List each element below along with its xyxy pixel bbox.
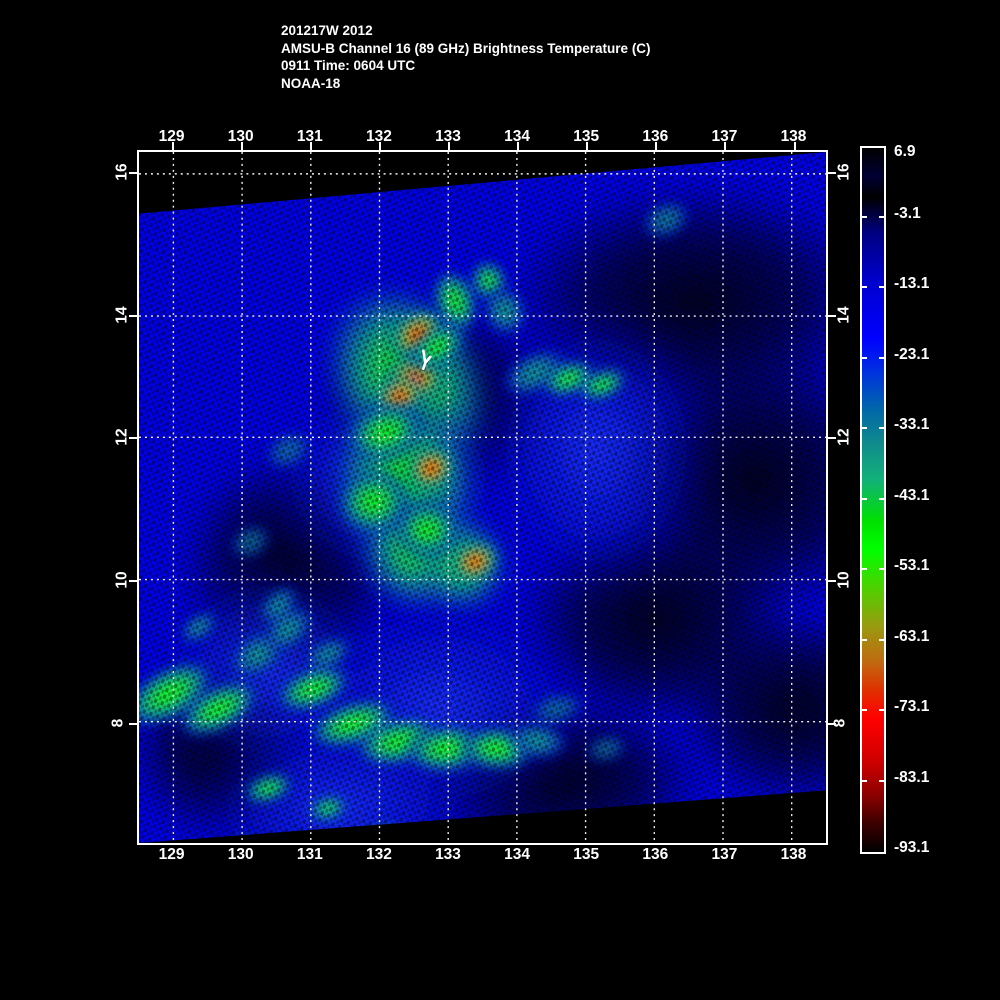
colorbar-tick--23.1: [862, 357, 867, 359]
brightness-temperature-map[interactable]: [137, 150, 828, 845]
colorbar-label--73.1: -73.1: [894, 698, 930, 715]
colorbar-gradient: [862, 148, 884, 852]
colorbar[interactable]: [860, 146, 886, 854]
title-line-satellite: NOAA-18: [281, 75, 341, 91]
tick-right-14: [828, 315, 836, 317]
tick-top-133: [448, 142, 450, 150]
heatmap-canvas: [139, 152, 826, 843]
colorbar-label--93.1: -93.1: [894, 839, 930, 856]
x-axis-tick-top-130: 130: [227, 128, 254, 145]
x-axis-tick-top-138: 138: [780, 128, 807, 145]
x-axis-tick-top-132: 132: [365, 128, 392, 145]
colorbar-tick-r--23.1: [879, 357, 884, 359]
tick-right-12: [828, 437, 836, 439]
tick-top-136: [655, 142, 658, 150]
x-axis-tick-bottom-138: 138: [780, 846, 807, 863]
colorbar-tick-r--83.1: [879, 780, 884, 782]
x-axis-tick-top-129: 129: [158, 128, 185, 145]
x-axis-tick-top-137: 137: [711, 128, 738, 145]
tick-left-10: [129, 580, 137, 582]
tick-top-130: [240, 142, 243, 150]
tick-top-137: [724, 142, 727, 150]
colorbar-tick--53.1: [862, 568, 867, 570]
x-axis-tick-top-136: 136: [642, 128, 669, 145]
tick-top-129: [171, 142, 174, 150]
colorbar-tick-r--63.1: [879, 639, 884, 641]
colorbar-tick-r--53.1: [879, 568, 884, 570]
colorbar-tick--33.1: [862, 427, 867, 429]
grid-lines: [139, 152, 826, 843]
x-axis-tick-bottom-130: 130: [227, 846, 254, 863]
y-axis-tick-right-10: 10: [835, 571, 853, 589]
x-axis-tick-top-133: 133: [435, 128, 461, 145]
colorbar-tick-r--33.1: [879, 427, 884, 429]
colorbar-label--63.1: -63.1: [894, 628, 930, 645]
colorbar-label--53.1: -53.1: [894, 557, 930, 574]
tick-left-8: [129, 723, 137, 725]
colorbar-label--3.1: -3.1: [894, 205, 921, 222]
colorbar-tick-r--73.1: [879, 709, 884, 711]
tick-right-16: [828, 172, 836, 174]
colorbar-tick--13.1: [862, 286, 867, 288]
colorbar-tick-r--13.1: [879, 286, 884, 288]
tick-left-12: [129, 437, 137, 439]
x-axis-tick-top-134: 134: [504, 128, 531, 145]
y-axis-tick-right-14: 14: [835, 306, 853, 324]
title-line-time: 0911 Time: 0604 UTC: [281, 58, 416, 73]
tick-right-10: [828, 580, 836, 582]
tick-top-134: [517, 142, 520, 150]
colorbar-label--43.1: -43.1: [894, 487, 930, 504]
colorbar-tick--83.1: [862, 780, 867, 782]
tick-left-14: [129, 315, 137, 317]
tick-top-132: [378, 142, 381, 150]
x-axis-tick-bottom-129: 129: [158, 846, 185, 863]
x-axis-tick-bottom-137: 137: [711, 846, 738, 863]
scan-line-texture: [139, 152, 826, 843]
storm-center-marker: [422, 349, 432, 371]
colorbar-tick--63.1: [862, 639, 867, 641]
colorbar-label--83.1: -83.1: [894, 769, 930, 786]
colorbar-tick-r--3.1: [879, 216, 884, 218]
x-axis-tick-top-131: 131: [296, 128, 323, 145]
x-axis-tick-bottom-132: 132: [365, 846, 392, 863]
tick-top-131: [309, 142, 312, 150]
colorbar-label--33.1: -33.1: [894, 416, 930, 433]
x-axis-tick-bottom-131: 131: [296, 846, 323, 863]
tick-left-16: [129, 172, 137, 174]
tick-top-138: [793, 142, 796, 150]
tick-right-8: [828, 723, 836, 725]
colorbar-tick--3.1: [862, 216, 867, 218]
x-axis-tick-bottom-135: 135: [573, 846, 600, 863]
tick-top-135: [586, 142, 589, 150]
colorbar-tick--43.1: [862, 498, 867, 500]
satellite-swath: [139, 152, 826, 843]
colorbar-label-6.9: 6.9: [894, 143, 916, 160]
x-axis-tick-bottom-133: 133: [435, 846, 461, 863]
y-axis-tick-right-12: 12: [835, 428, 853, 446]
title-block: 201217W 2012 AMSU-B Channel 16 (89 GHz) …: [281, 22, 651, 92]
title-line-product: AMSU-B Channel 16 (89 GHz) Brightness Te…: [281, 40, 651, 56]
colorbar-label--23.1: -23.1: [894, 346, 930, 363]
x-axis-tick-bottom-134: 134: [504, 846, 531, 863]
x-axis-tick-bottom-136: 136: [642, 846, 669, 863]
y-axis-tick-right-16: 16: [835, 163, 853, 181]
colorbar-tick-r--43.1: [879, 498, 884, 500]
colorbar-tick--73.1: [862, 709, 867, 711]
x-axis-tick-top-135: 135: [573, 128, 600, 145]
colorbar-label--13.1: -13.1: [894, 275, 930, 292]
title-line-storm: 201217W 2012: [281, 23, 373, 38]
y-axis-tick-left-8: 8: [109, 718, 127, 728]
